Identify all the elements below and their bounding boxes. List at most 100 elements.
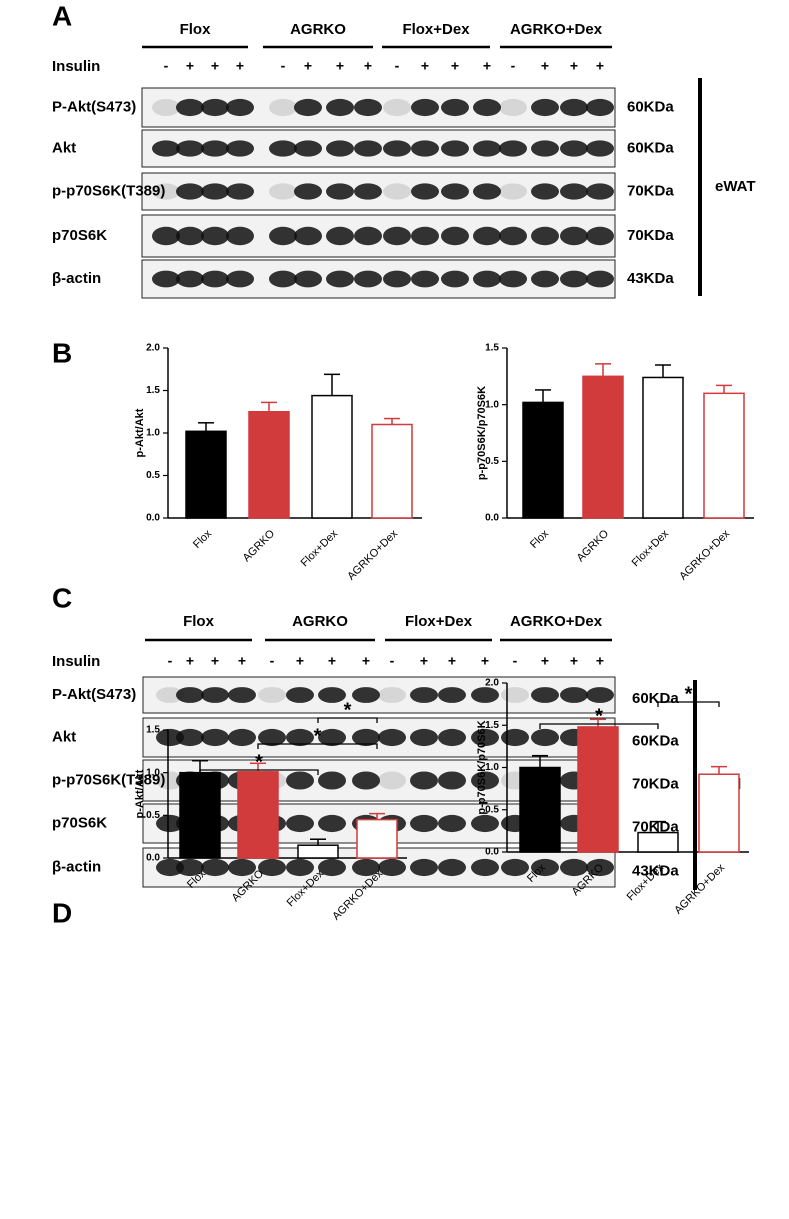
- blot-band: [383, 270, 411, 288]
- size-label: 70KDa: [632, 775, 679, 792]
- y-tick-label: 0.0: [485, 513, 499, 524]
- blot-band: [156, 728, 184, 747]
- insulin-sign: +: [541, 58, 549, 74]
- blot-band: [318, 771, 346, 790]
- blot-band: [286, 728, 314, 747]
- blot-band: [411, 270, 439, 288]
- blot-band: [201, 728, 229, 747]
- blot-band: [499, 226, 527, 246]
- bar: [297, 844, 339, 859]
- blot-band: [294, 140, 322, 157]
- blot-band: [410, 728, 438, 747]
- row-label: β-actin: [52, 270, 101, 287]
- insulin-sign: +: [596, 653, 604, 669]
- blot-band: [318, 728, 346, 747]
- blot-band: [441, 270, 469, 288]
- blot-band: [201, 270, 229, 288]
- y-tick-label: 1.0: [485, 399, 499, 410]
- row-label: Akt: [52, 139, 76, 156]
- insulin-sign: +: [236, 58, 244, 74]
- blot-band: [354, 270, 382, 288]
- blot-band: [152, 226, 180, 246]
- row-label: P-Akt(S473): [52, 98, 136, 115]
- size-label: 60KDa: [632, 690, 679, 707]
- blot-band: [318, 858, 346, 877]
- group-label: AGRKO: [290, 21, 346, 38]
- blot-band: [352, 728, 380, 747]
- blot-band: [352, 858, 380, 877]
- bar: [237, 771, 279, 859]
- row-label: β-actin: [52, 858, 101, 875]
- size-label: 70KDa: [632, 818, 679, 835]
- insulin-sign: -: [511, 58, 516, 74]
- y-tick-label: 1.0: [485, 762, 499, 773]
- blot-band: [438, 771, 466, 790]
- row-label: p-p70S6K(T389): [52, 771, 165, 788]
- significance-bracket: [257, 743, 378, 749]
- blot-band: [410, 858, 438, 877]
- y-tick-label: 1.5: [485, 720, 499, 731]
- blot-band: [201, 183, 229, 200]
- blot-band: [499, 140, 527, 157]
- bar: [371, 423, 413, 519]
- blot-band: [471, 687, 499, 703]
- row-label: p70S6K: [52, 227, 107, 244]
- blot-band: [586, 183, 614, 200]
- panel-label: A: [52, 0, 72, 31]
- significance-bracket: [199, 769, 319, 775]
- blot-band: [531, 270, 559, 288]
- blot-band: [176, 98, 204, 117]
- blot-band: [378, 728, 406, 747]
- significance-bracket: [317, 717, 378, 723]
- blot-band: [286, 771, 314, 790]
- significance-label: *: [685, 683, 693, 705]
- group-label: AGRKO+Dex: [510, 613, 603, 630]
- blot-band: [473, 140, 501, 157]
- size-label: 70KDa: [627, 182, 674, 199]
- insulin-sign: +: [362, 653, 370, 669]
- blot-band: [411, 183, 439, 200]
- blot-band: [473, 98, 501, 117]
- blot-band: [326, 140, 354, 157]
- blot-band: [269, 98, 297, 117]
- bar: [582, 375, 624, 519]
- insulin-sign: -: [168, 653, 173, 669]
- blot-band: [352, 687, 380, 703]
- blot-band: [531, 687, 559, 703]
- blot-band: [531, 858, 559, 877]
- significance-bracket: [539, 723, 659, 729]
- blot-band: [286, 858, 314, 877]
- insulin-sign: +: [570, 58, 578, 74]
- bar: [642, 376, 684, 519]
- significance-label: *: [595, 705, 603, 727]
- blot-band: [326, 98, 354, 117]
- blot-band: [531, 140, 559, 157]
- blot-band: [471, 771, 499, 790]
- blot-band: [441, 98, 469, 117]
- size-label: 60KDa: [627, 139, 674, 156]
- blot-band: [473, 226, 501, 246]
- blot-band: [294, 98, 322, 117]
- insulin-sign: +: [483, 58, 491, 74]
- blot-band: [201, 226, 229, 246]
- bar: [703, 392, 745, 519]
- bar: [185, 430, 227, 519]
- size-label: 60KDa: [632, 732, 679, 749]
- y-tick-label: 2.0: [485, 678, 499, 689]
- blot-band: [152, 183, 180, 200]
- insulin-sign: -: [395, 58, 400, 74]
- panel-label: D: [52, 897, 72, 928]
- y-tick-label: 0.0: [146, 513, 160, 524]
- blot-band: [269, 140, 297, 157]
- blot-band: [438, 728, 466, 747]
- bar: [311, 394, 353, 519]
- bar: [179, 771, 221, 859]
- significance-label: *: [314, 725, 322, 747]
- y-tick-label: 0.5: [146, 470, 160, 481]
- y-tick-label: 1.5: [146, 385, 160, 396]
- blot-band: [499, 270, 527, 288]
- blot-band: [586, 687, 614, 703]
- blot-band: [531, 183, 559, 200]
- blot-band: [378, 771, 406, 790]
- blot-band: [176, 183, 204, 200]
